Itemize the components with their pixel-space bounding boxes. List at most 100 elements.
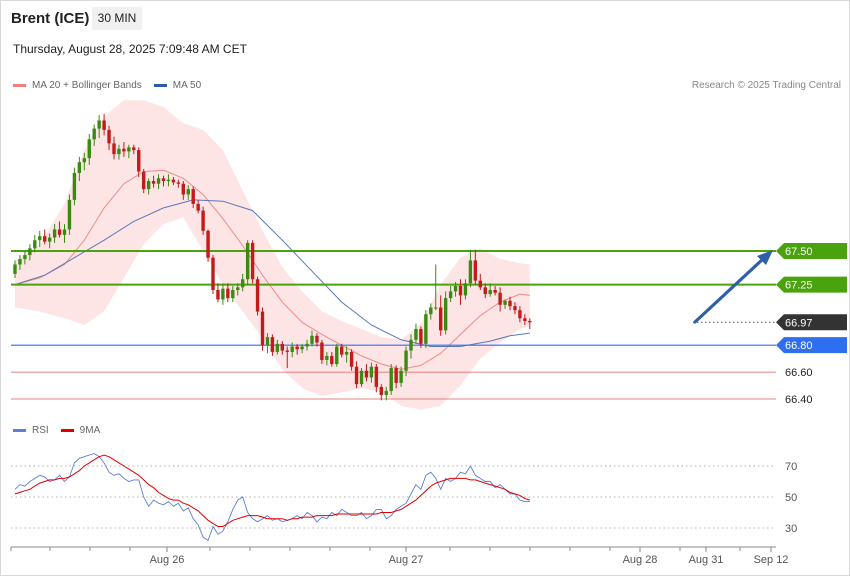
candle-body xyxy=(518,310,522,319)
candle-body xyxy=(270,337,275,352)
candle xyxy=(300,343,304,354)
candle-body xyxy=(57,229,62,235)
candle xyxy=(260,307,265,351)
candle-body xyxy=(280,343,284,351)
candle xyxy=(28,244,32,261)
candle xyxy=(434,264,438,311)
candle-body xyxy=(265,337,270,346)
candle-body xyxy=(448,291,453,299)
candle xyxy=(216,283,220,303)
candle-body xyxy=(488,290,492,295)
candle xyxy=(310,330,314,347)
candle-body xyxy=(453,285,458,292)
candle xyxy=(107,125,111,151)
candle-body xyxy=(236,287,240,291)
candle xyxy=(52,224,57,243)
candle xyxy=(231,285,235,303)
candle-body xyxy=(354,366,359,385)
candle xyxy=(112,136,116,160)
candle xyxy=(503,299,507,309)
candle-body xyxy=(295,346,299,350)
candle xyxy=(132,144,136,155)
candle-body xyxy=(43,236,47,242)
candle-body xyxy=(384,390,388,395)
candle-body xyxy=(206,230,210,258)
candle xyxy=(295,343,299,355)
level-label-66.97: 66.97 xyxy=(785,317,813,329)
candle xyxy=(166,174,171,187)
rsi-9ma-line xyxy=(14,454,530,527)
candle-body xyxy=(171,179,176,183)
candle-body xyxy=(493,290,497,293)
candle xyxy=(270,334,275,356)
candle xyxy=(245,240,250,285)
candle xyxy=(142,168,146,194)
candle-body xyxy=(67,199,72,230)
candle-body xyxy=(344,351,349,355)
legend-item-rsi: RSI xyxy=(13,425,49,436)
candle xyxy=(508,296,512,311)
candle-body xyxy=(38,236,42,241)
candle-body xyxy=(483,287,487,295)
candle-body xyxy=(52,229,57,238)
candle-body xyxy=(369,366,374,378)
bollinger-band xyxy=(15,100,530,410)
candle-body xyxy=(201,210,205,231)
candle xyxy=(275,339,280,355)
level-tag-66.97 xyxy=(776,314,847,331)
forecast-arrow xyxy=(693,250,773,324)
candle-body xyxy=(340,346,344,355)
rsi-tick-30: 30 xyxy=(785,523,797,535)
candle-body xyxy=(77,162,82,173)
candle-body xyxy=(112,143,116,155)
candle xyxy=(72,167,77,206)
x-axis-label: Aug 27 xyxy=(389,554,424,566)
candle xyxy=(201,206,205,235)
candle-body xyxy=(424,314,428,344)
timeframe-badge[interactable]: 30 MIN xyxy=(92,7,142,30)
candle xyxy=(171,177,176,186)
candle xyxy=(77,156,82,182)
candle xyxy=(498,287,502,312)
candle xyxy=(518,306,522,323)
candle-body xyxy=(458,285,463,296)
candle-body xyxy=(325,355,329,360)
candle-body xyxy=(439,307,443,331)
legend-label-ma50: MA 50 xyxy=(172,80,202,91)
candle-body xyxy=(102,120,106,130)
legend-item-9ma: 9MA xyxy=(60,425,100,436)
candle xyxy=(13,260,17,278)
candle xyxy=(236,283,240,296)
legend-item-ma20: MA 20 + Bollinger Bands xyxy=(13,80,142,91)
candle-body xyxy=(399,370,403,383)
candles xyxy=(13,113,532,401)
candle xyxy=(23,251,27,265)
candle-body xyxy=(181,183,185,195)
level-label-67.50: 67.50 xyxy=(785,246,813,258)
candle xyxy=(38,230,42,247)
candle xyxy=(241,273,245,292)
level-tag-66.80 xyxy=(776,337,847,354)
candle xyxy=(280,341,284,355)
candle xyxy=(523,314,527,325)
candle-body xyxy=(186,189,190,195)
candle-body xyxy=(310,335,314,344)
candle xyxy=(340,343,344,358)
candle xyxy=(330,351,334,367)
candle xyxy=(156,174,161,190)
candle xyxy=(389,364,393,395)
candle xyxy=(493,285,497,296)
candle xyxy=(186,185,190,200)
level-tag-67.50 xyxy=(776,243,847,259)
candle-body xyxy=(226,288,230,299)
candle xyxy=(315,333,319,347)
candle-body xyxy=(92,128,96,140)
legend-item-ma50: MA 50 xyxy=(153,80,202,91)
candle xyxy=(196,199,200,214)
candle xyxy=(176,179,181,188)
copyright-text: Research © 2025 Trading Central xyxy=(691,80,841,91)
candle xyxy=(18,255,22,270)
candle xyxy=(265,333,270,354)
legend-label-ma20: MA 20 + Bollinger Bands xyxy=(32,80,142,91)
candle xyxy=(285,346,289,369)
